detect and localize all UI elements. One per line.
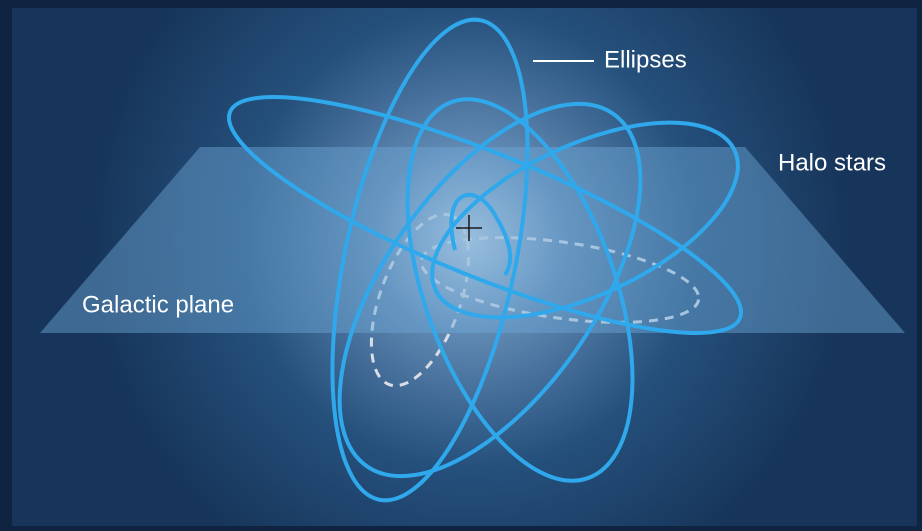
label-galactic-plane: Galactic plane	[82, 291, 234, 318]
label-ellipses: Ellipses	[604, 46, 687, 73]
page: Ellipses Halo stars Galactic plane (() =…	[0, 0, 922, 531]
diagram: Ellipses Halo stars Galactic plane	[0, 0, 922, 531]
label-halo-stars: Halo stars	[778, 149, 886, 176]
